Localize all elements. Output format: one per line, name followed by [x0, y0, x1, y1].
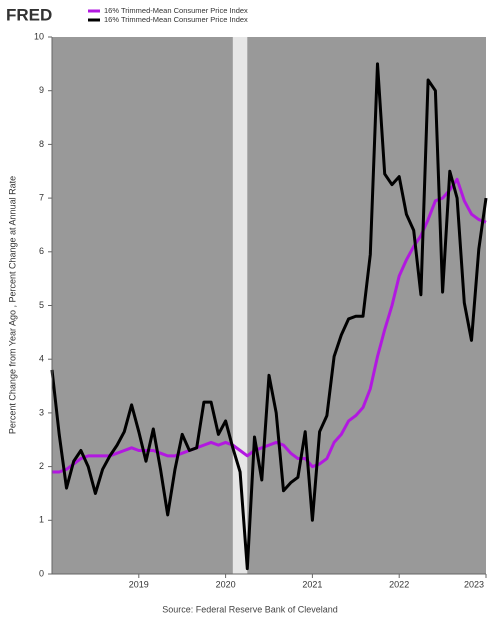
y-tick-label: 1: [39, 515, 44, 525]
y-axis-label: Percent Change from Year Ago , Percent C…: [7, 176, 17, 434]
y-tick-label: 0: [39, 568, 44, 578]
series-line: [52, 177, 487, 474]
recession-band: [232, 37, 248, 574]
source: Source: Federal Reserve Bank of Clevelan…: [162, 604, 338, 614]
y-tick-label: 6: [39, 246, 44, 256]
y-tick-label: 9: [39, 85, 44, 95]
plot-area: [52, 37, 486, 574]
x-tick-label: 2019: [129, 579, 149, 589]
legend-label: 16% Trimmed-Mean Consumer Price Index: [104, 15, 248, 24]
y-tick-label: 3: [39, 407, 44, 417]
y-tick-label: 7: [39, 192, 44, 202]
y-tick-label: 4: [39, 354, 44, 364]
x-tick-label: 2020: [216, 579, 236, 589]
legend-label: 16% Trimmed-Mean Consumer Price Index: [104, 6, 248, 15]
x-tick-label: 2021: [302, 579, 322, 589]
y-tick-label: 5: [39, 300, 44, 310]
y-tick-label: 10: [34, 31, 44, 41]
x-tick-label: 2023: [464, 579, 484, 589]
logo: FRED: [6, 5, 52, 24]
series-line: [50, 62, 488, 571]
x-tick-label: 2022: [389, 579, 409, 589]
y-tick-label: 8: [39, 139, 44, 149]
y-tick-label: 2: [39, 461, 44, 471]
